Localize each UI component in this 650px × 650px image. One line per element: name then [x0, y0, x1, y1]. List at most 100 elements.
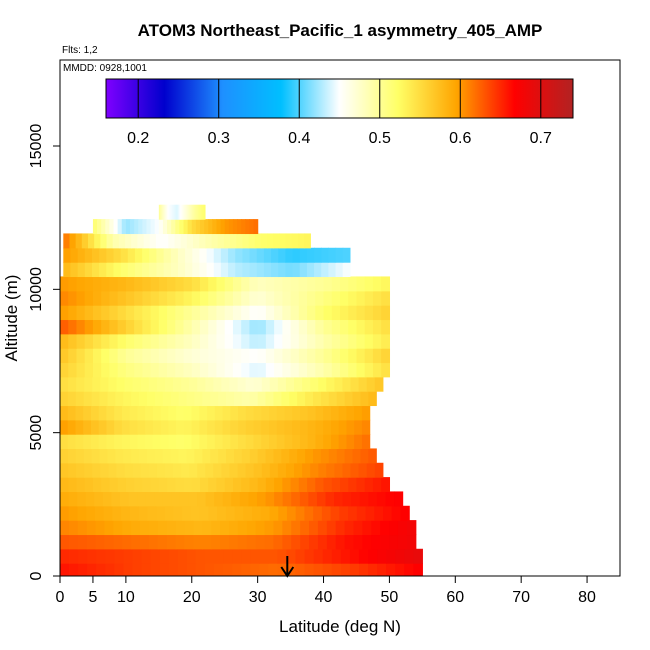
heatmap-cell	[360, 448, 369, 464]
heatmap-cell	[60, 563, 70, 576]
heatmap-cell	[142, 305, 152, 321]
heatmap-cell	[140, 534, 150, 550]
heatmap-cell	[372, 319, 382, 335]
heatmap-cell	[125, 362, 135, 378]
heatmap-cell	[330, 434, 340, 450]
heatmap-cell	[124, 376, 134, 392]
heatmap-cell	[361, 434, 371, 450]
heatmap-cell	[281, 391, 290, 407]
heatmap-cell	[259, 548, 269, 564]
heatmap-cell	[60, 534, 70, 550]
heatmap-cell	[308, 491, 318, 507]
heatmap-cell	[358, 462, 368, 478]
heatmap-cell	[368, 491, 378, 507]
y-axis-title: Altitude (m)	[2, 275, 21, 362]
heatmap-cell	[372, 276, 382, 292]
heatmap-cell	[342, 247, 351, 263]
heatmap-cell	[158, 477, 168, 493]
heatmap-cell	[146, 448, 156, 464]
heatmap-cell	[175, 362, 185, 378]
heatmap-cell	[235, 262, 244, 278]
heatmap-cell	[60, 448, 69, 464]
heatmap-cell	[122, 534, 132, 550]
heatmap-cell	[132, 462, 142, 478]
heatmap-cell	[109, 362, 119, 378]
y-axis: 0 5000 10000 15000	[28, 124, 60, 580]
heatmap-cell	[239, 491, 250, 507]
heatmap-cell	[68, 290, 78, 306]
heatmap-cell	[60, 520, 70, 536]
heatmap-cell	[340, 290, 349, 306]
heatmap-cell	[256, 262, 265, 278]
heatmap-cell	[60, 376, 69, 392]
heatmap-cell	[176, 434, 185, 450]
heatmap-cell	[182, 505, 192, 521]
heatmap-cell	[83, 391, 93, 407]
heatmap-cell	[77, 491, 87, 507]
heatmap-cell	[218, 391, 227, 407]
heatmap-cell	[67, 448, 77, 464]
heatmap-cell	[381, 290, 391, 306]
heatmap-cell	[202, 534, 212, 550]
heatmap-cell	[304, 233, 311, 249]
heatmap-cell	[94, 233, 101, 249]
heatmap-cell	[364, 276, 374, 292]
heatmap-cell	[264, 520, 275, 536]
heatmap-cell	[104, 534, 114, 550]
heatmap-cell	[211, 233, 219, 249]
heatmap-cell	[406, 520, 417, 536]
heatmap-cell	[233, 448, 243, 464]
heatmap-cell	[359, 491, 369, 507]
heatmap-cell	[95, 520, 106, 536]
heatmap-cell	[349, 548, 360, 564]
heatmap-cell	[75, 434, 84, 450]
heatmap-cell	[268, 563, 279, 576]
heatmap-cell	[323, 434, 332, 450]
heatmap-cell	[236, 233, 244, 249]
heatmap-cell	[164, 204, 167, 220]
heatmap-cell	[69, 233, 77, 249]
heatmap-cell	[228, 262, 236, 278]
heatmap-cell	[142, 319, 152, 335]
heatmap-cell	[364, 319, 374, 335]
heatmap-cell	[232, 219, 238, 235]
heatmap-cell	[282, 534, 292, 550]
heatmap-cell	[205, 376, 214, 392]
heatmap-cell	[141, 548, 152, 564]
y-tick-label: 0	[28, 571, 45, 580]
heatmap-cell	[348, 505, 358, 521]
heatmap-cell	[205, 491, 215, 507]
heatmap-cell	[105, 563, 115, 576]
heatmap-cell	[336, 391, 346, 407]
heatmap-cell	[194, 204, 197, 220]
heatmap-cell	[299, 491, 309, 507]
heatmap-cell	[98, 434, 108, 450]
heatmap-cell	[116, 462, 126, 478]
heatmap-cell	[91, 247, 100, 263]
heatmap-cell	[187, 219, 193, 235]
heatmap-cell	[191, 204, 193, 220]
heatmap-cell	[224, 276, 234, 292]
heatmap-cell	[140, 520, 150, 536]
colorbar-tick-label: 0.5	[369, 130, 391, 147]
heatmap-cell	[202, 204, 205, 220]
heatmap-cell	[224, 362, 234, 378]
heatmap-cell	[115, 391, 124, 407]
heatmap-cell	[156, 247, 165, 263]
heatmap-cell	[306, 262, 315, 278]
heatmap-cell	[103, 505, 113, 521]
heatmap-cell	[76, 290, 86, 306]
heatmap-cell	[229, 462, 239, 478]
heatmap-cell	[183, 319, 193, 335]
heatmap-cell	[380, 534, 390, 550]
heatmap-cell	[185, 204, 188, 220]
heatmap-cell	[178, 391, 188, 407]
heatmap-cell	[320, 448, 330, 464]
heatmap-cell	[86, 534, 97, 550]
heatmap-cell	[340, 319, 349, 335]
heatmap-cell	[331, 290, 341, 306]
heatmap-cell	[150, 219, 156, 235]
heatmap-cell	[75, 448, 85, 464]
heatmap-cell	[253, 419, 262, 435]
heatmap-cell	[76, 477, 86, 493]
